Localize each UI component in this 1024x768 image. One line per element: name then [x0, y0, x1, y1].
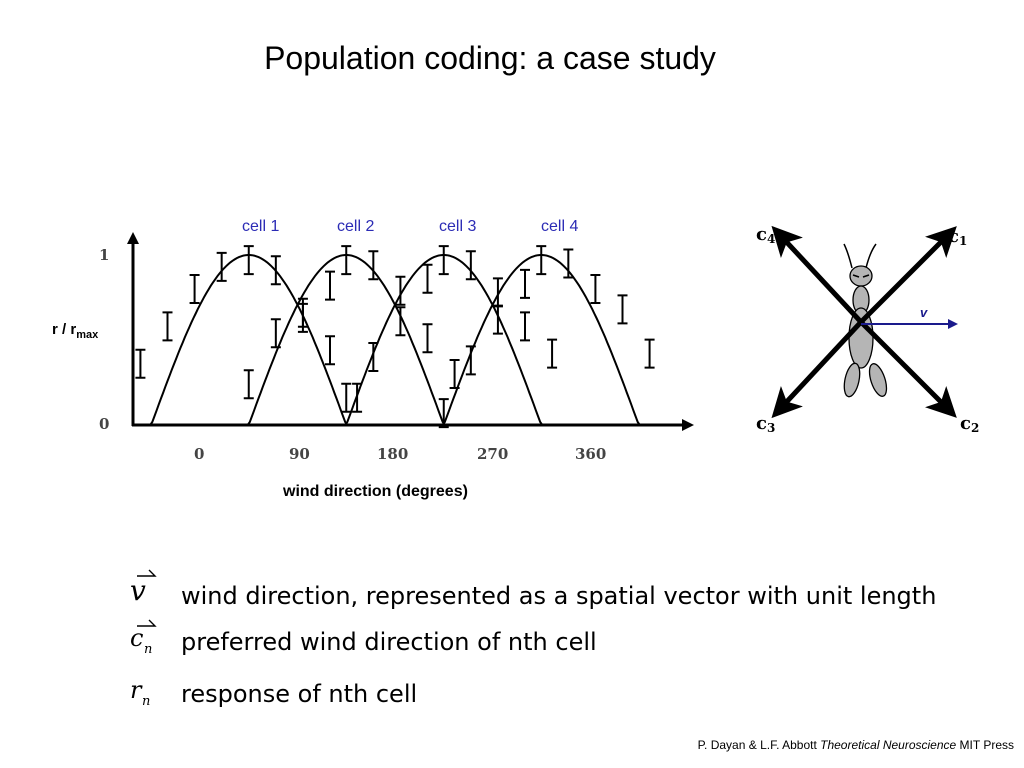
- legend-text-v: wind direction, represented as a spatial…: [181, 582, 937, 610]
- error-bar-cell-2-point-3: [297, 302, 308, 333]
- c3-label: c3: [756, 413, 775, 435]
- y-axis-label: r / rmax: [52, 321, 98, 341]
- x-axis-label: wind direction (degrees): [283, 483, 468, 500]
- x-tick-180: 180: [377, 445, 409, 463]
- error-bar-cell-3-point-3: [395, 306, 406, 337]
- credit-book: Theoretical Neuroscience: [820, 738, 957, 752]
- wind-vector-label: v: [920, 305, 928, 320]
- tuning-curve-cell-4: [425, 254, 658, 426]
- legend-row-cn: c n preferred wind direction of nth cell: [130, 618, 990, 658]
- error-bar-cell-4-point-3: [492, 304, 503, 335]
- error-bar-cell-1-point-1: [135, 348, 146, 379]
- error-bar-cell-3-point-8: [520, 311, 530, 342]
- error-bar-cell-2-point-1: [243, 369, 254, 400]
- error-bar-cell-1-point-3: [189, 274, 200, 304]
- error-bar-cell-1-point-8: [325, 335, 335, 366]
- error-bar-cell-1-point-6: [270, 255, 281, 286]
- error-bar-cell-4-point-9: [644, 338, 655, 369]
- cricket-icon: [843, 243, 888, 398]
- cricket-diagram: v c1 c2 c3 c4: [756, 224, 979, 435]
- c4-arrow: [771, 225, 863, 324]
- legend-text-cn: preferred wind direction of nth cell: [181, 628, 597, 656]
- x-tick-0: 0: [194, 445, 205, 463]
- legend-symbol-r-sub: n: [142, 694, 151, 709]
- error-bar-cell-1-point-2: [162, 311, 173, 342]
- error-bar-cell-4-point-2: [465, 345, 476, 376]
- c1-arrow: [859, 226, 957, 324]
- y-tick-1: 1: [99, 246, 110, 264]
- error-bar-cell-4-point-1: [438, 398, 449, 429]
- series-label-cell-2: cell 2: [337, 218, 375, 235]
- error-bar-cell-4-point-7: [590, 274, 601, 304]
- error-bar-cell-3-point-2: [368, 342, 379, 372]
- series-label-cell-4: cell 4: [541, 218, 579, 235]
- legend-symbol-c: c: [130, 624, 144, 652]
- legend-row-rn: r n response of nth cell: [130, 676, 990, 716]
- slide-title: Population coding: a case study: [264, 40, 716, 76]
- error-bar-cell-4-point-5: [536, 245, 547, 276]
- error-bar-cell-2-point-6: [368, 250, 379, 281]
- error-bar-cell-1-point-4: [216, 251, 227, 282]
- y-axis-label-sub: max: [76, 329, 99, 341]
- x-tick-270: 270: [477, 445, 509, 463]
- source-credit: P. Dayan & L.F. Abbott Theoretical Neuro…: [698, 738, 1014, 752]
- error-bar-cell-2-point-8: [422, 323, 433, 354]
- series-label-cell-1: cell 1: [242, 218, 280, 235]
- credit-authors: P. Dayan & L.F. Abbott: [697, 738, 821, 752]
- c2-arrow: [859, 320, 957, 418]
- error-bar-cell-3-point-9: [547, 338, 558, 369]
- error-bar-cell-4-point-4: [520, 268, 530, 299]
- y-axis-label-main: r / r: [52, 321, 77, 338]
- error-bar-cell-3-point-1: [341, 382, 352, 413]
- error-bar-cell-2-point-7: [395, 275, 406, 306]
- error-bar-cell-3-point-4: [422, 263, 433, 294]
- error-bar-cell-2-point-5: [341, 245, 352, 276]
- error-bar-cell-3-point-6: [465, 250, 476, 281]
- c3-arrow: [771, 320, 863, 419]
- legend-symbol-r: r: [130, 676, 142, 704]
- vector-arrow-icon: [137, 569, 157, 577]
- credit-publisher: MIT Press: [956, 738, 1014, 752]
- vector-arrow-icon: [137, 619, 157, 627]
- error-bar-cell-4-point-8: [617, 294, 628, 325]
- error-bar-cell-1-point-5: [243, 245, 254, 276]
- y-axis-arrowhead: [127, 232, 139, 244]
- error-bar-cell-3-point-5: [438, 245, 449, 276]
- error-bar-cell-4-point-6: [563, 248, 574, 279]
- c2-label: c2: [960, 413, 979, 435]
- x-axis-arrowhead: [682, 419, 694, 431]
- x-tick-90: 90: [289, 445, 310, 463]
- x-tick-360: 360: [575, 445, 607, 463]
- error-bar-cell-2-point-4: [325, 270, 335, 301]
- series-label-cell-3: cell 3: [439, 218, 477, 235]
- legend-text-rn: response of nth cell: [181, 680, 418, 708]
- legend-row-v: v wind direction, represented as a spati…: [130, 566, 990, 610]
- legend-symbol-v: v: [130, 574, 146, 607]
- y-tick-0: 0: [99, 415, 110, 433]
- c1-label: c1: [948, 226, 967, 248]
- error-bar-cell-2-point-2: [270, 318, 281, 349]
- legend-symbol-c-sub: n: [144, 642, 153, 657]
- c4-label: c4: [756, 224, 775, 246]
